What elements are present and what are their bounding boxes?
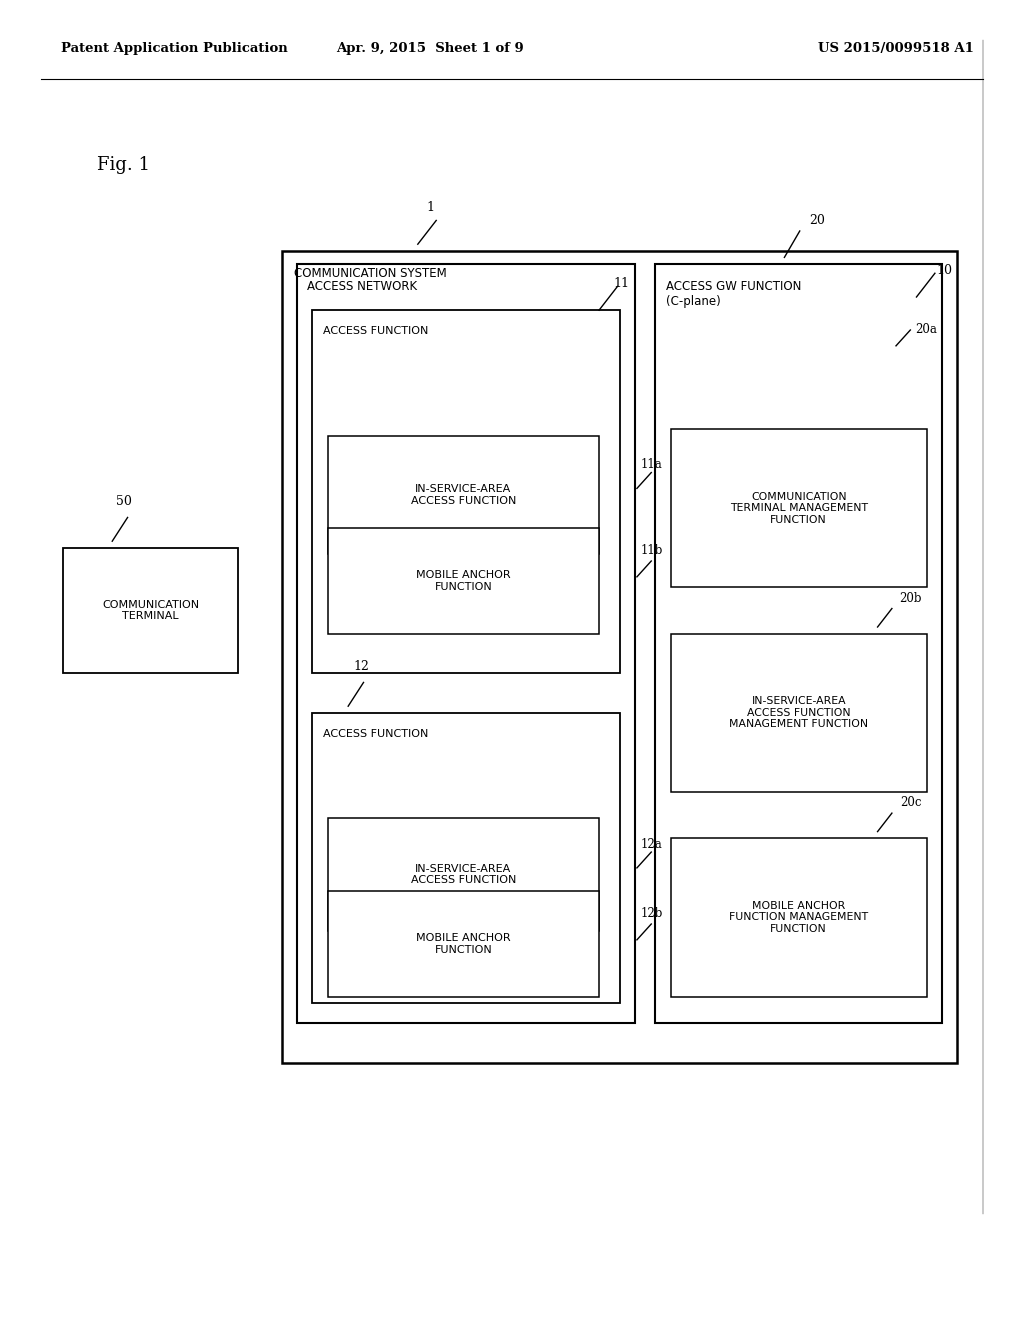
Bar (328, 818, 599, 931)
Text: 12: 12 (353, 660, 370, 673)
Text: COMMUNICATION
TERMINAL MANAGEMENT
FUNCTION: COMMUNICATION TERMINAL MANAGEMENT FUNCTI… (730, 491, 867, 525)
Text: 12b: 12b (641, 907, 664, 920)
Bar (312, 310, 620, 673)
Bar (328, 528, 599, 634)
Text: 20c: 20c (900, 796, 922, 809)
Text: COMMUNICATION
TERMINAL: COMMUNICATION TERMINAL (102, 599, 199, 622)
Bar (671, 429, 927, 587)
Text: IN-SERVICE-AREA
ACCESS FUNCTION: IN-SERVICE-AREA ACCESS FUNCTION (411, 863, 516, 886)
Text: ACCESS FUNCTION: ACCESS FUNCTION (323, 729, 428, 739)
Text: IN-SERVICE-AREA
ACCESS FUNCTION
MANAGEMENT FUNCTION: IN-SERVICE-AREA ACCESS FUNCTION MANAGEME… (729, 696, 868, 730)
Text: 11b: 11b (641, 544, 664, 557)
Text: 12a: 12a (641, 838, 663, 851)
Text: 20b: 20b (899, 591, 922, 605)
Bar (328, 891, 599, 997)
Text: ACCESS FUNCTION: ACCESS FUNCTION (323, 326, 428, 337)
Text: MOBILE ANCHOR
FUNCTION MANAGEMENT
FUNCTION: MOBILE ANCHOR FUNCTION MANAGEMENT FUNCTI… (729, 900, 868, 935)
Text: Fig. 1: Fig. 1 (97, 156, 151, 174)
Text: 10: 10 (936, 264, 952, 277)
Text: MOBILE ANCHOR
FUNCTION: MOBILE ANCHOR FUNCTION (416, 570, 511, 591)
Text: Patent Application Publication: Patent Application Publication (61, 42, 288, 55)
Text: 20a: 20a (915, 323, 937, 337)
Bar (297, 264, 635, 1023)
Bar (282, 251, 957, 1063)
Text: IN-SERVICE-AREA
ACCESS FUNCTION: IN-SERVICE-AREA ACCESS FUNCTION (411, 484, 516, 506)
Text: 11a: 11a (641, 458, 663, 471)
Bar (63, 548, 238, 673)
Text: ACCESS NETWORK: ACCESS NETWORK (307, 280, 418, 293)
Text: 11: 11 (613, 277, 630, 290)
Text: Apr. 9, 2015  Sheet 1 of 9: Apr. 9, 2015 Sheet 1 of 9 (336, 42, 524, 55)
Text: 1: 1 (426, 201, 434, 214)
Text: 20: 20 (809, 214, 825, 227)
Text: US 2015/0099518 A1: US 2015/0099518 A1 (818, 42, 974, 55)
Text: COMMUNICATION SYSTEM: COMMUNICATION SYSTEM (294, 267, 446, 280)
Bar (328, 436, 599, 554)
Bar (312, 713, 620, 1003)
Bar (655, 264, 942, 1023)
Text: MOBILE ANCHOR
FUNCTION: MOBILE ANCHOR FUNCTION (416, 933, 511, 954)
Text: ACCESS GW FUNCTION
(C-plane): ACCESS GW FUNCTION (C-plane) (666, 280, 801, 308)
Bar (671, 838, 927, 997)
Bar (671, 634, 927, 792)
Text: 50: 50 (116, 495, 132, 508)
